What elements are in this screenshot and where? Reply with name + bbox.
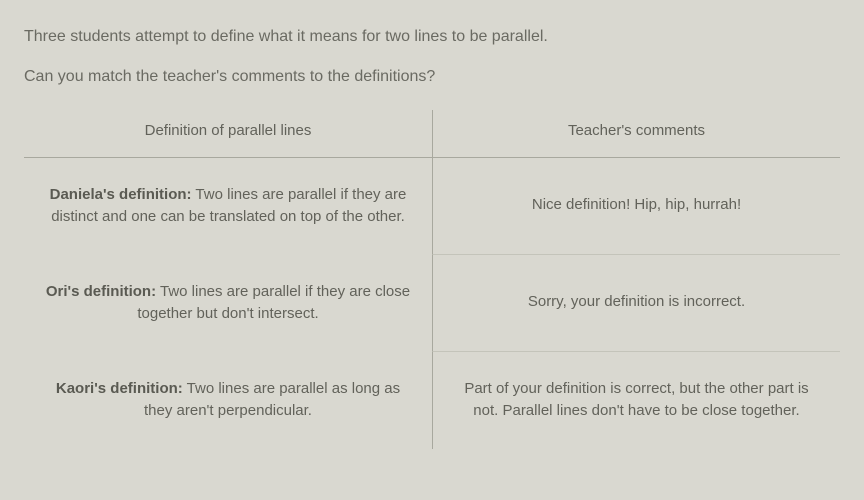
student-name: Daniela's definition: bbox=[50, 186, 192, 203]
definition-cell: Ori's definition: Two lines are parallel… bbox=[24, 255, 432, 352]
table-row: Ori's definition: Two lines are parallel… bbox=[24, 255, 840, 352]
intro-text: Three students attempt to define what it… bbox=[24, 28, 840, 46]
definition-text: Two lines are parallel if they are close… bbox=[137, 283, 410, 323]
header-definitions: Definition of parallel lines bbox=[24, 110, 432, 158]
comment-cell[interactable]: Sorry, your definition is incorrect. bbox=[432, 255, 840, 352]
comment-cell[interactable]: Part of your definition is correct, but … bbox=[432, 352, 840, 449]
student-name: Kaori's definition: bbox=[56, 380, 183, 397]
comment-cell[interactable]: Nice definition! Hip, hip, hurrah! bbox=[432, 158, 840, 255]
prompt-text: Can you match the teacher's comments to … bbox=[24, 68, 840, 86]
definition-text: Two lines are parallel as long as they a… bbox=[144, 380, 400, 420]
student-name: Ori's definition: bbox=[46, 283, 156, 300]
table-row: Kaori's definition: Two lines are parall… bbox=[24, 352, 840, 449]
table-header-row: Definition of parallel lines Teacher's c… bbox=[24, 110, 840, 158]
definition-cell: Kaori's definition: Two lines are parall… bbox=[24, 352, 432, 449]
definition-cell: Daniela's definition: Two lines are para… bbox=[24, 158, 432, 255]
definitions-table: Definition of parallel lines Teacher's c… bbox=[24, 110, 840, 449]
table-row: Daniela's definition: Two lines are para… bbox=[24, 158, 840, 255]
header-comments: Teacher's comments bbox=[432, 110, 840, 158]
